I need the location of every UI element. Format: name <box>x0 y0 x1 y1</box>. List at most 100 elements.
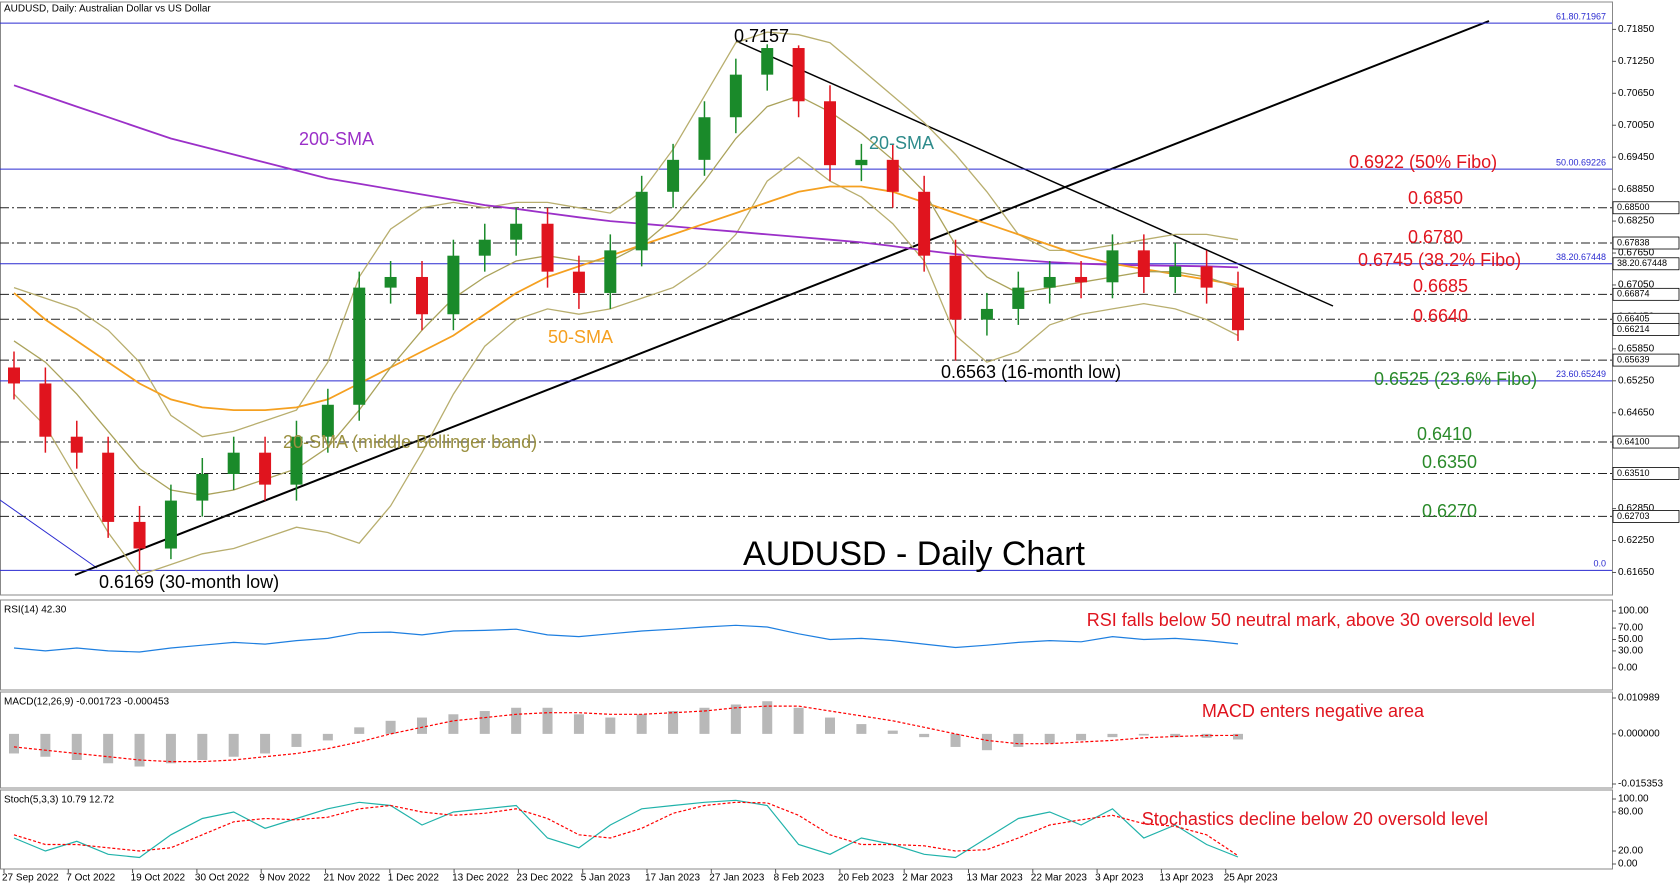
macd-bar <box>9 733 19 754</box>
macd-bar <box>511 707 522 734</box>
y-tick-label: 0.61650 <box>1618 567 1655 578</box>
x-tick-label: 1 Dec 2022 <box>388 873 440 884</box>
candle-body <box>635 191 648 251</box>
macd-bar <box>103 733 114 764</box>
annotation: 0.6685 <box>1413 276 1468 296</box>
candle-body <box>1232 287 1244 331</box>
candle-body <box>792 48 805 102</box>
y-tick-label: 20.00 <box>1618 846 1643 857</box>
price-label: 0.66405 <box>1617 314 1650 324</box>
bollinger-lower <box>13 156 1239 576</box>
annotation: 0.6410 <box>1417 424 1472 444</box>
candle-body <box>1075 276 1088 283</box>
annotation: 0.6850 <box>1408 188 1463 208</box>
x-tick-label: 13 Mar 2023 <box>967 873 1024 884</box>
candle-body <box>227 452 240 474</box>
candle-body <box>572 271 585 293</box>
y-tick-label: -0.015353 <box>1618 779 1663 790</box>
price-label: 0.64100 <box>1617 436 1650 446</box>
macd-bar <box>1107 733 1118 738</box>
price-label: 0.68500 <box>1617 202 1650 212</box>
x-tick-label: 21 Nov 2022 <box>324 873 381 884</box>
macd-signal <box>13 705 1239 763</box>
x-tick-label: 20 Feb 2023 <box>838 873 895 884</box>
candle-body <box>855 159 868 166</box>
panel-title: MACD(12,26,9) -0.001723 -0.000453 <box>4 697 170 708</box>
macd-bar <box>1233 733 1243 740</box>
y-tick-label: 0.62850 <box>1618 503 1655 514</box>
candle-body <box>321 404 334 437</box>
annotation: 0.6640 <box>1413 306 1468 326</box>
macd-bar <box>197 733 208 760</box>
macd-bar <box>825 717 835 734</box>
candle-body <box>604 250 617 293</box>
x-tick-label: 27 Sep 2022 <box>2 873 59 884</box>
candle-body <box>384 276 397 288</box>
macd-bar <box>668 711 679 734</box>
x-tick-label: 25 Apr 2023 <box>1224 873 1278 884</box>
y-tick-label: 0.67650 <box>1618 248 1655 259</box>
y-tick-label: 0.65850 <box>1618 343 1655 354</box>
candle-body <box>478 239 491 256</box>
annotation: 0.6169 (30-month low) <box>99 572 279 592</box>
price-label-box <box>1612 236 1680 250</box>
fibo-label: 0.0 <box>1593 559 1606 569</box>
y-tick-label: 0.010989 <box>1618 693 1660 704</box>
price-label: 0.63510 <box>1617 468 1650 478</box>
candle-body <box>698 117 711 160</box>
price-label-box <box>1612 287 1680 301</box>
chart-title: AUDUSD - Daily Chart <box>743 535 1085 573</box>
y-tick-label: 0.71250 <box>1618 56 1655 67</box>
candle-body <box>949 255 962 320</box>
panel-title: Stoch(5,3,3) 10.79 12.72 <box>4 795 115 806</box>
x-tick-label: 22 Mar 2023 <box>1031 873 1088 884</box>
macd-bar <box>981 733 992 751</box>
fibo-label: 61.80.71967 <box>1556 12 1606 22</box>
resistance-trendline <box>735 40 1334 307</box>
y-tick-label: 0.00 <box>1618 663 1638 674</box>
candle-body <box>70 436 83 453</box>
candle-body <box>133 521 146 549</box>
rsi-panel <box>0 599 1613 691</box>
y-tick-label: 0.00 <box>1618 859 1638 870</box>
macd-bar <box>856 724 867 734</box>
y-tick-label: 0.000000 <box>1618 729 1660 740</box>
candle-body <box>416 276 428 315</box>
annotation: 20-SMA <box>869 133 934 153</box>
candle-body <box>1043 276 1056 288</box>
panel-annotation: MACD enters negative area <box>1202 701 1425 721</box>
candle-body <box>196 473 209 501</box>
y-tick-label: 0.68850 <box>1618 184 1655 195</box>
macd-bar <box>542 707 553 734</box>
macd-bar <box>479 711 490 734</box>
x-tick-label: 3 Apr 2023 <box>1095 873 1144 884</box>
x-tick-label: 17 Jan 2023 <box>645 873 700 884</box>
candle-body <box>510 223 523 240</box>
candle-body <box>1169 266 1182 277</box>
macd-bar <box>385 720 396 734</box>
candle-body <box>918 191 931 256</box>
panel-title: RSI(14) 42.30 <box>4 605 67 616</box>
indicator-line <box>13 624 1239 653</box>
candle-body <box>259 452 272 485</box>
macd-bar <box>1170 733 1181 738</box>
candle-body <box>980 308 993 320</box>
annotation: 0.6922 (50% Fibo) <box>1349 152 1497 172</box>
y-tick-label: 100.00 <box>1618 794 1649 805</box>
candle-body <box>1106 250 1119 283</box>
x-tick-label: 8 Feb 2023 <box>774 873 825 884</box>
x-tick-label: 9 Nov 2022 <box>259 873 311 884</box>
chart-header: AUDUSD, Daily: Australian Dollar vs US D… <box>4 4 211 15</box>
y-tick-label: 100.00 <box>1618 606 1649 617</box>
fibo-label: 23.60.65249 <box>1556 369 1606 379</box>
candle-body <box>39 383 52 437</box>
candle-body <box>1200 266 1213 288</box>
x-tick-label: 19 Oct 2022 <box>131 873 186 884</box>
macd-bar <box>762 701 773 734</box>
price-label: 0.65639 <box>1617 354 1650 364</box>
y-tick-label: 0.62250 <box>1618 535 1655 546</box>
sma-line <box>13 185 1239 411</box>
macd-bar <box>134 733 145 767</box>
macd-bar <box>448 714 459 734</box>
